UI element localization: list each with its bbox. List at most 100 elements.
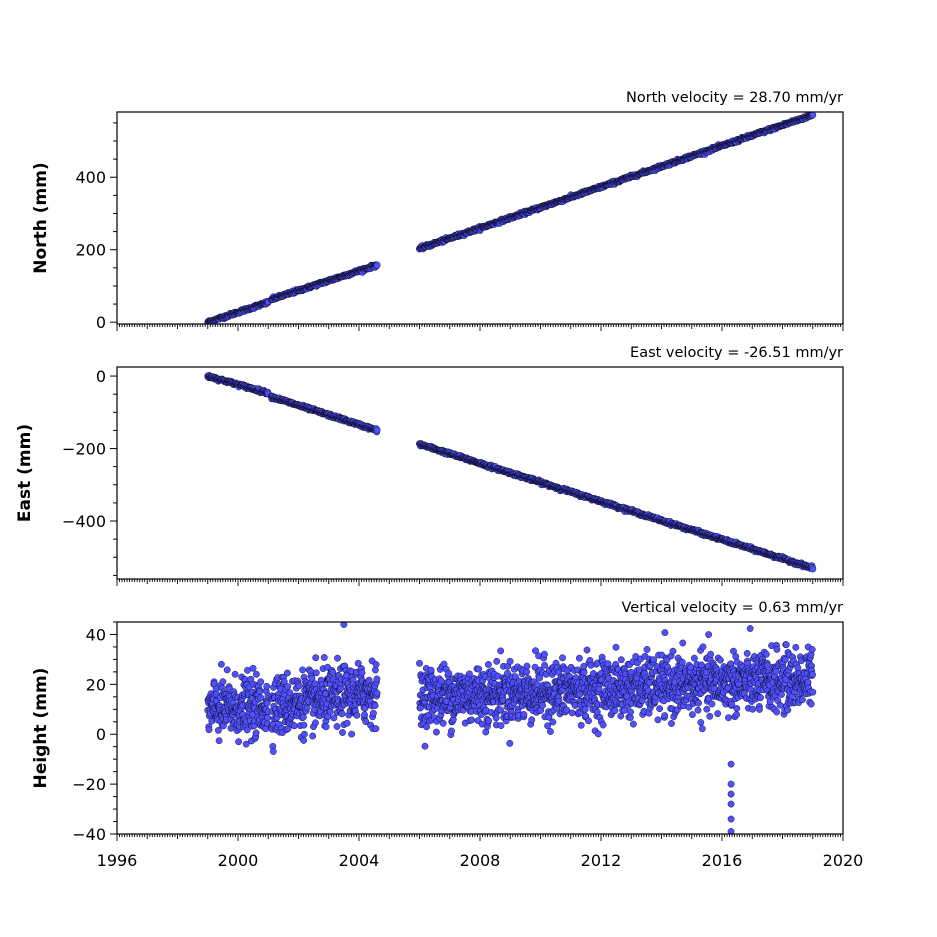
data-point (661, 712, 669, 719)
data-point (627, 708, 634, 716)
data-point (358, 669, 366, 677)
data-point (372, 661, 380, 668)
data-point (617, 656, 625, 664)
data-point (334, 654, 341, 662)
data-point (243, 726, 251, 734)
data-point (559, 654, 566, 662)
data-point (252, 729, 260, 737)
data-point (215, 737, 223, 745)
data-point (326, 708, 334, 716)
data-point (698, 725, 706, 733)
data-point (650, 656, 657, 664)
data-point (694, 706, 702, 714)
data-point (361, 711, 368, 719)
data-point (257, 678, 265, 686)
data-point (468, 716, 476, 724)
data-point (256, 688, 264, 695)
data-point (520, 711, 528, 718)
data-point (497, 647, 505, 655)
data-point (668, 720, 675, 727)
data-point (533, 681, 541, 689)
data-point (679, 639, 687, 647)
data-point (691, 654, 698, 662)
y-tick-label: 0 (96, 313, 106, 332)
data-point (445, 670, 453, 677)
data-point (423, 723, 430, 731)
data-point (544, 722, 551, 730)
data-point (353, 711, 361, 719)
data-point (309, 732, 317, 740)
north-panel: North velocity = 28.70 mm/yr North (mm) … (31, 90, 844, 332)
data-point (343, 719, 351, 727)
data-point (286, 689, 294, 697)
height-panel: Vertical velocity = 0.63 mm/yr Height (m… (31, 600, 863, 870)
data-point (528, 716, 536, 724)
data-point (284, 683, 292, 690)
data-point (348, 730, 355, 738)
data-point (432, 728, 440, 736)
data-point (484, 661, 492, 668)
data-point (300, 721, 308, 729)
data-point (242, 740, 250, 748)
data-point (263, 682, 271, 690)
data-point (427, 666, 435, 674)
height-axis-label: Height (mm) (31, 668, 51, 789)
data-point (617, 712, 625, 720)
data-point (493, 657, 501, 665)
data-point (654, 716, 662, 724)
data-point (523, 662, 531, 670)
data-point (283, 669, 291, 677)
data-point (465, 670, 473, 678)
y-tick-label: −400 (62, 512, 106, 531)
data-point (223, 666, 231, 674)
data-point (295, 682, 303, 690)
data-point (656, 705, 663, 712)
east-velocity-title: East velocity = -26.51 mm/yr (630, 345, 843, 361)
data-point (678, 658, 686, 666)
data-point (687, 663, 695, 671)
data-point (299, 713, 307, 721)
data-point (269, 748, 277, 755)
data-point (205, 726, 213, 734)
data-point (263, 699, 271, 707)
data-point (338, 710, 346, 718)
y-tick-label: 200 (75, 241, 106, 260)
data-point (264, 714, 272, 722)
data-point (809, 112, 817, 119)
data-point (439, 719, 447, 727)
data-point (547, 728, 554, 735)
data-point (576, 690, 584, 698)
data-point (320, 654, 328, 661)
east-panel: East velocity = -26.51 mm/yr East (mm) 0… (15, 345, 844, 586)
data-point (231, 670, 239, 678)
data-point (661, 629, 669, 636)
data-point (322, 723, 330, 731)
data-point (506, 657, 514, 665)
data-point (437, 677, 445, 685)
data-point (585, 717, 592, 725)
data-point (299, 666, 306, 674)
data-point (300, 737, 307, 744)
data-point (669, 647, 677, 655)
y-tick-label: 0 (96, 367, 106, 386)
data-point (290, 722, 298, 730)
data-point (583, 646, 591, 654)
data-point (214, 726, 222, 734)
data-point (541, 650, 548, 658)
data-point (581, 705, 589, 713)
north-axis-label: North (mm) (31, 162, 51, 273)
data-point (308, 674, 316, 682)
data-point (257, 694, 265, 702)
data-point (643, 646, 651, 653)
data-point (249, 664, 257, 672)
data-point (416, 659, 423, 667)
data-point (599, 721, 607, 729)
data-point (549, 718, 557, 726)
data-point (280, 678, 288, 685)
data-point (373, 426, 381, 434)
data-point (421, 742, 429, 750)
data-point (330, 714, 338, 722)
data-point (373, 689, 381, 697)
points-group (204, 371, 817, 573)
